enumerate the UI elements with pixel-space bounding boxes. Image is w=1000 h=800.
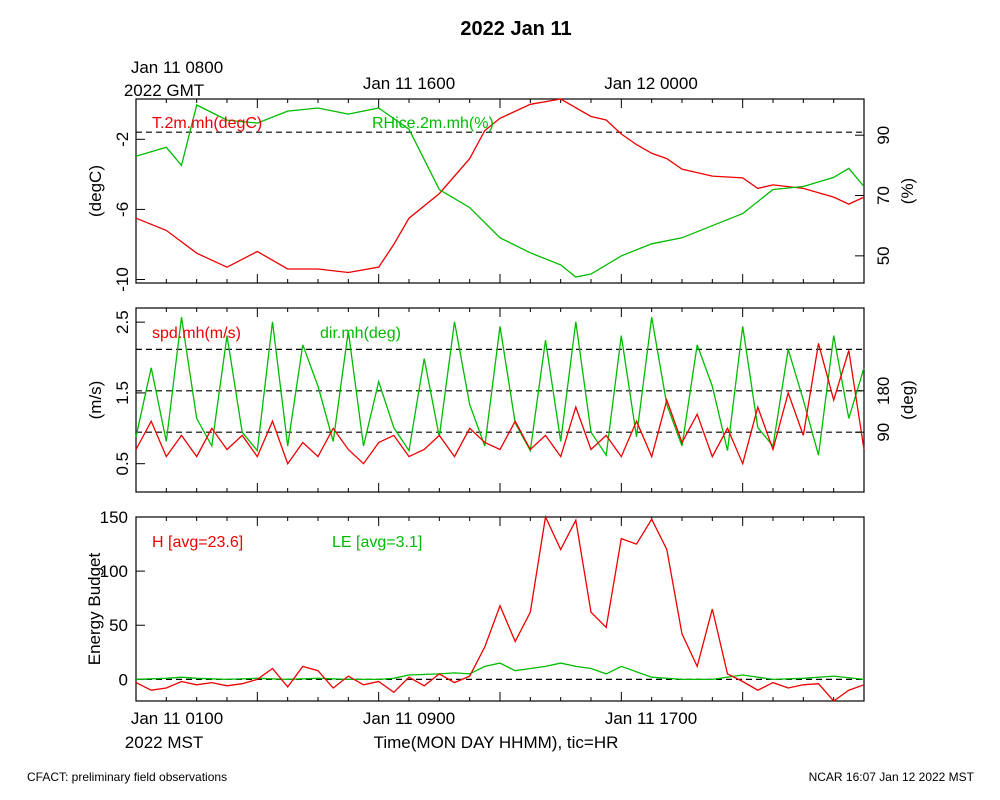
latent-heat-series-line [135, 662, 865, 681]
y-tick-label-left: -6 [113, 202, 132, 217]
humidity-legend: RHice.2m.mh(%) [372, 115, 494, 132]
wind-speed-legend: spd.mh(m/s) [152, 325, 241, 342]
humidity-axis-label: (%) [898, 178, 917, 204]
panel-energy-frame [135, 516, 865, 702]
sensible-heat-legend: H [avg=23.6] [152, 534, 243, 551]
panel-temperature-ticks: -2 -6 -10 90 70 50 [113, 99, 893, 292]
bottom-axis-first-label-line1: Jan 11 0100 [131, 709, 223, 728]
y-tick-label-left: -2 [113, 132, 132, 147]
y-tick-label-left: 1.5 [113, 381, 132, 405]
top-axis-first-label-line2: 2022 GMT [124, 81, 204, 100]
y-tick-label-right: 50 [874, 246, 893, 265]
y-tick-label-right: 90 [874, 126, 893, 145]
y-tick-label-left: 0 [119, 670, 128, 689]
wind-direction-axis-label: (deg) [898, 380, 917, 420]
y-tick-label-right: 180 [874, 377, 893, 405]
top-axis-first-label-line1: Jan 11 0800 [131, 58, 223, 77]
humidity-series-line [135, 104, 865, 278]
panel-wind-ticks: 2.5 1.5 0.5 180 90 [113, 308, 893, 492]
temperature-axis-label: (degC) [86, 165, 105, 217]
bottom-axis-first-label-line2: 2022 MST [125, 733, 203, 752]
y-tick-label-left: 0.5 [113, 452, 132, 476]
y-tick-label-right: 90 [874, 423, 893, 442]
energy-axis-label: Energy Budget [85, 552, 104, 665]
y-tick-label-left: 150 [100, 508, 128, 527]
y-tick-label-right: 70 [874, 186, 893, 205]
temperature-legend: T.2m.mh(degC) [152, 115, 262, 132]
x-axis-title: Time(MON DAY HHMM), tic=HR [374, 733, 619, 752]
y-tick-label-left: 2.5 [113, 310, 132, 334]
y-tick-label-left: 50 [109, 616, 128, 635]
y-tick-label-left: 100 [100, 562, 128, 581]
y-tick-label-left: -10 [113, 267, 132, 292]
panel-wind-frame [135, 307, 865, 493]
footer-left: CFACT: preliminary field observations [27, 770, 227, 784]
top-axis-label-0000: Jan 12 0000 [604, 74, 698, 93]
wind-speed-axis-label: (m/s) [86, 381, 105, 420]
panel-wind-gridlines [136, 348, 864, 433]
chart-title: 2022 Jan 11 [460, 18, 571, 40]
top-axis-label-1600: Jan 11 1600 [363, 74, 455, 93]
temperature-series-line [135, 98, 865, 274]
sensible-heat-series-line [135, 514, 865, 702]
panel-energy-ticks: 150 100 50 0 [100, 508, 865, 701]
bottom-axis-label-0900: Jan 11 0900 [363, 709, 455, 728]
wind-direction-series-line [135, 317, 865, 458]
footer-right: NCAR 16:07 Jan 12 2022 MST [809, 770, 975, 784]
bottom-axis-label-1700: Jan 11 1700 [605, 709, 697, 728]
latent-heat-legend: LE [avg=3.1] [332, 534, 422, 551]
wind-speed-series-line [135, 343, 865, 466]
wind-direction-legend: dir.mh(deg) [320, 325, 401, 342]
